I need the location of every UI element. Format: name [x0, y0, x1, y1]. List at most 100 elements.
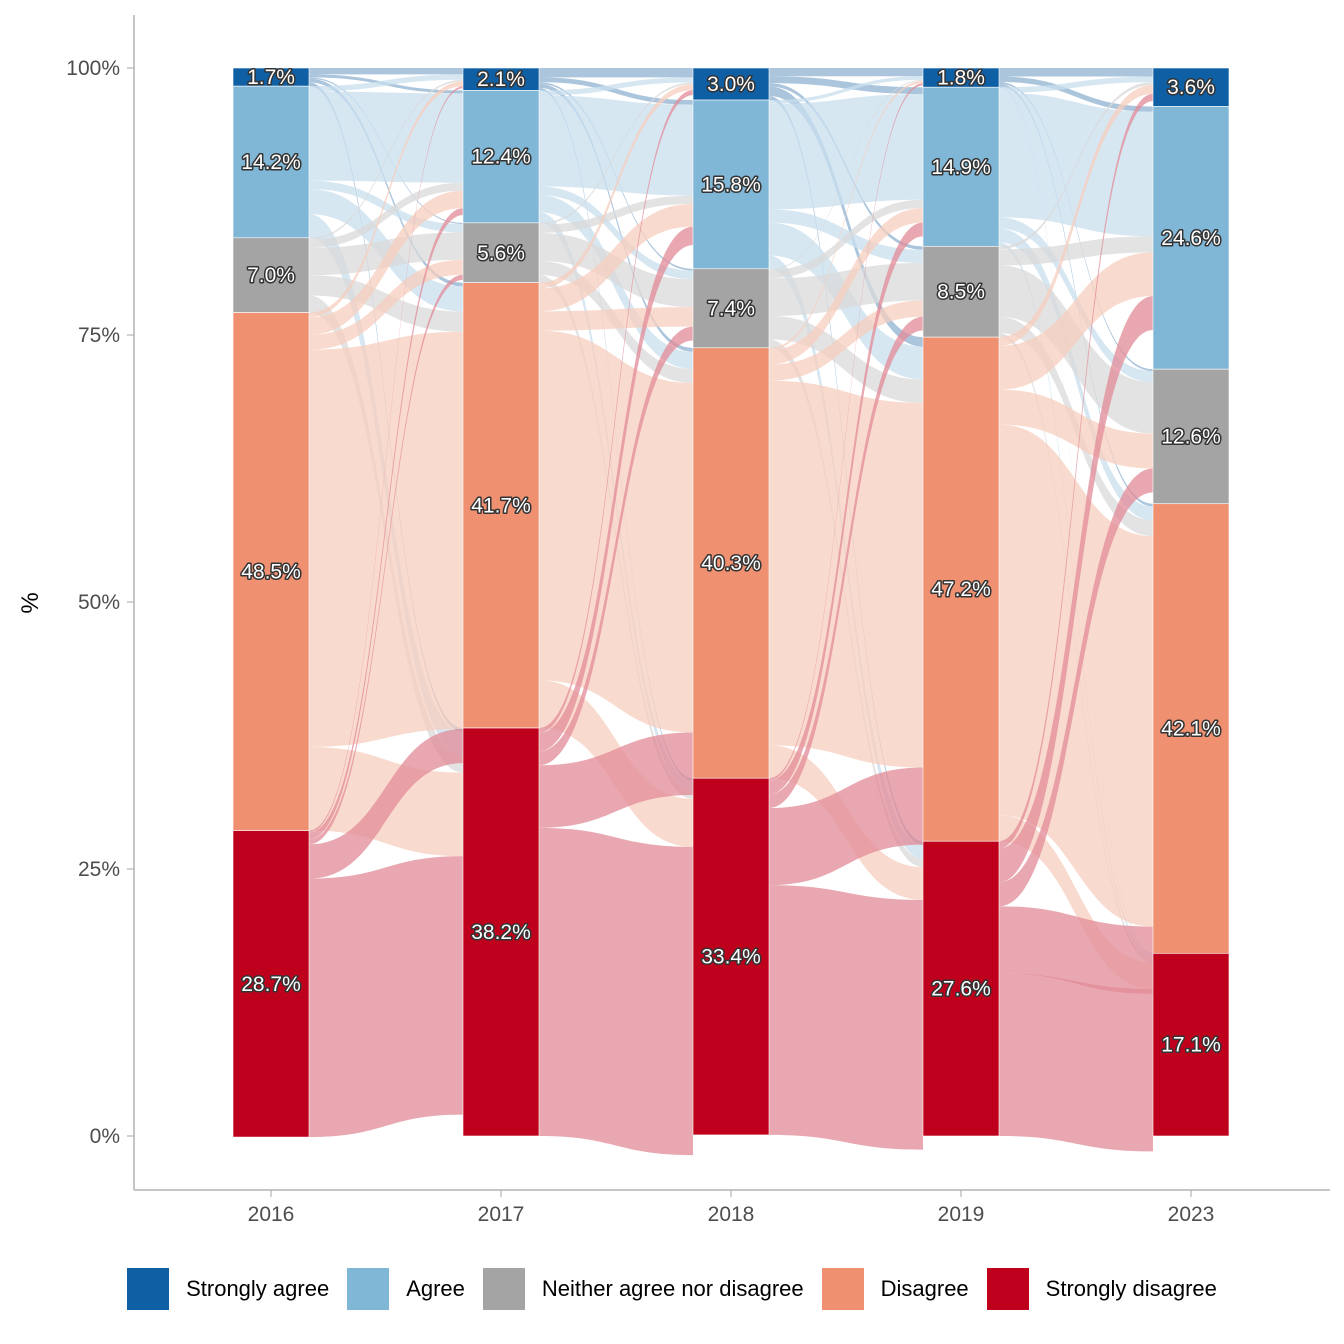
- bar-value-label: 5.6%: [477, 242, 525, 265]
- bar-value-label: 12.4%: [471, 146, 531, 169]
- flow-2019-2023: [999, 93, 1153, 849]
- flow-2019-2023: [999, 468, 1153, 907]
- flow-2016-2017: [309, 91, 463, 183]
- bar-segment: [232, 830, 310, 1138]
- bar-value-label: 3.0%: [707, 73, 755, 96]
- bar-value-label: 42.1%: [1161, 718, 1221, 741]
- flow-2016-2017: [309, 68, 463, 75]
- bar-value-label: 3.6%: [1167, 76, 1215, 99]
- bar-segment: [1152, 368, 1230, 505]
- flow-2018-2019: [769, 79, 923, 270]
- bar-segment: [692, 777, 770, 1136]
- bar-value-label: 2.1%: [477, 68, 525, 91]
- bar-segment: [232, 85, 310, 239]
- bar-segment: [1152, 106, 1230, 370]
- flow-2017-2018: [539, 330, 693, 733]
- flow-2017-2018: [539, 84, 693, 289]
- flow-2018-2019: [769, 300, 923, 381]
- bar-value-label: 38.2%: [471, 921, 531, 944]
- flow-2017-2018: [539, 186, 693, 280]
- bar-segment: [1152, 953, 1230, 1137]
- bar-value-label: 41.7%: [471, 494, 531, 517]
- bar-segment: [922, 840, 1000, 1137]
- y-tick-label: 0%: [90, 1125, 120, 1148]
- legend-item: Strongly disagree: [986, 1268, 1217, 1310]
- bar-value-label: 1.8%: [937, 67, 985, 90]
- flow-2016-2017: [309, 208, 463, 840]
- bar-value-label: 28.7%: [241, 973, 301, 996]
- flow-2018-2019: [769, 76, 923, 95]
- flow-2019-2023: [999, 76, 1153, 112]
- legend-swatch: [482, 1268, 525, 1310]
- flow-2017-2018: [539, 226, 693, 752]
- y-tick-label: 75%: [78, 324, 120, 347]
- legend-swatch: [986, 1268, 1029, 1310]
- legend: Strongly agree Agree Neither agree nor dis…: [0, 1268, 1344, 1310]
- bar-value-label: 27.6%: [931, 978, 991, 1001]
- flow-2016-2017: [309, 74, 463, 92]
- flow-2016-2017: [309, 274, 463, 845]
- bar-value-label: 17.1%: [1161, 1034, 1221, 1057]
- flow-2019-2023: [999, 236, 1153, 266]
- y-tick-label: 50%: [78, 591, 120, 614]
- flow-2019-2023: [999, 76, 1153, 93]
- x-tick-label: 2023: [1168, 1203, 1215, 1226]
- flow-2018-2019: [769, 83, 923, 781]
- flow-2018-2019: [769, 76, 923, 104]
- bar-value-label: 48.5%: [241, 561, 301, 584]
- flow-2018-2019: [769, 208, 923, 365]
- flow-2016-2017: [309, 729, 463, 879]
- bar-value-label: 8.5%: [937, 281, 985, 304]
- flow-2017-2018: [539, 77, 693, 96]
- flow-2018-2019: [769, 380, 923, 768]
- legend-swatch: [821, 1268, 864, 1310]
- flow-2019-2023: [999, 814, 1153, 989]
- flow-2017-2018: [539, 326, 693, 766]
- flow-2019-2023: [999, 85, 1153, 346]
- flow-2018-2019: [769, 885, 923, 1150]
- bar-segment: [692, 67, 770, 101]
- bar-segment: [462, 222, 540, 283]
- bar-value-label: 47.2%: [931, 578, 991, 601]
- bar-value-label: 24.6%: [1161, 227, 1221, 250]
- bar-segment: [232, 237, 310, 313]
- flow-2016-2017: [309, 79, 463, 240]
- flow-2016-2017: [309, 86, 463, 833]
- flow-2019-2023: [999, 296, 1153, 883]
- flow-2017-2018: [539, 68, 693, 78]
- flow-2016-2017: [309, 856, 463, 1138]
- flow-2018-2019: [769, 767, 923, 886]
- flow-2019-2023: [999, 252, 1153, 390]
- axes-layer: 0% 25% 50% 75% 100% 2016 2017 2018 2019 2023: [66, 15, 1330, 1226]
- flow-2019-2023: [999, 973, 1153, 1152]
- bar-value-label: 1.7%: [247, 66, 295, 89]
- flow-2017-2018: [539, 90, 693, 733]
- bar-segment: [922, 336, 1000, 842]
- legend-label: Strongly disagree: [1045, 1276, 1217, 1301]
- x-tick-label: 2017: [478, 1203, 525, 1226]
- legend-swatch: [127, 1268, 170, 1310]
- bar-value-label: 15.8%: [701, 173, 761, 196]
- flow-2017-2018: [539, 82, 693, 225]
- flow-2018-2019: [769, 222, 923, 795]
- legend-label: Strongly agree: [186, 1276, 330, 1301]
- flow-2017-2018: [539, 827, 693, 1156]
- flow-2016-2017: [309, 232, 463, 276]
- y-tick-label: 25%: [78, 858, 120, 881]
- y-tick-label: 100%: [66, 57, 120, 80]
- flow-2016-2017: [309, 190, 463, 335]
- bar-value-label: 40.3%: [701, 552, 761, 575]
- flow-2018-2019: [769, 199, 923, 279]
- flow-2019-2023: [999, 389, 1153, 469]
- bar-segment: [692, 268, 770, 349]
- flow-2019-2023: [999, 906, 1153, 994]
- x-tick-label: 2016: [248, 1203, 295, 1226]
- flow-2016-2017: [309, 78, 463, 287]
- flow-2019-2023: [999, 265, 1153, 434]
- bar-segment: [1152, 503, 1230, 954]
- flow-2016-2017: [309, 331, 463, 747]
- flow-2017-2018: [539, 95, 693, 196]
- flows-layer: [309, 68, 1153, 1156]
- bar-value-label: 12.6%: [1161, 425, 1221, 448]
